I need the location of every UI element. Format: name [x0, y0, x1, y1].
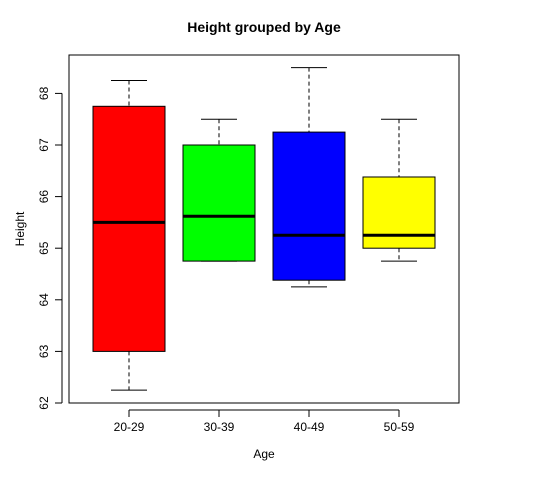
y-tick-label: 65 — [37, 241, 51, 255]
y-tick-label: 62 — [37, 396, 51, 410]
y-tick-label: 64 — [37, 293, 51, 307]
box-20-29 — [92, 80, 166, 391]
x-tick-label: 20-29 — [114, 420, 145, 434]
y-tick-label: 66 — [37, 190, 51, 204]
x-tick-label: 40-49 — [294, 420, 325, 434]
y-tick-label: 67 — [37, 138, 51, 152]
box-body — [92, 105, 166, 352]
box-body — [272, 131, 346, 281]
x-axis: 20-29 30-39 40-49 50-59 — [114, 409, 415, 434]
box-body — [182, 144, 256, 262]
x-axis-label: Age — [253, 447, 275, 461]
x-tick-label: 30-39 — [204, 420, 235, 434]
y-axis: 62 63 64 65 66 67 68 — [37, 86, 63, 410]
box-body — [362, 176, 436, 249]
plot-frame — [68, 54, 460, 404]
chart-title: Height grouped by Age — [187, 19, 341, 35]
box-40-49 — [272, 67, 346, 288]
y-tick-label: 68 — [37, 86, 51, 100]
y-axis-label: Height — [13, 211, 27, 246]
y-tick-label: 63 — [37, 344, 51, 358]
box-30-39 — [182, 118, 256, 262]
boxes-layer — [92, 67, 436, 391]
x-tick-label: 50-59 — [384, 420, 415, 434]
box-50-59 — [362, 118, 436, 262]
